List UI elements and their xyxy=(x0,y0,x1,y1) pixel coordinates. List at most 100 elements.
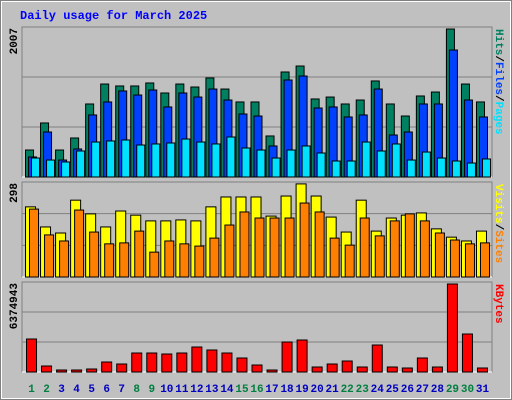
bar xyxy=(191,346,203,373)
bar xyxy=(194,245,205,278)
bar xyxy=(269,217,280,278)
bar xyxy=(406,159,416,178)
panel xyxy=(21,281,493,373)
legend-entry: Visits xyxy=(492,184,504,224)
x-tick-label: 14 xyxy=(220,384,234,396)
bar xyxy=(56,369,68,373)
bar xyxy=(449,239,460,278)
bar xyxy=(466,162,476,178)
bar xyxy=(106,140,116,178)
bar xyxy=(361,141,371,178)
x-tick-label: 5 xyxy=(88,384,95,396)
x-tick-label: 19 xyxy=(295,384,308,396)
bar xyxy=(134,230,145,278)
x-tick-label: 22 xyxy=(341,384,354,396)
y-tick-label: 2007 xyxy=(9,28,21,54)
bar xyxy=(71,369,83,373)
bar xyxy=(346,160,356,178)
x-tick-label: 27 xyxy=(416,384,429,396)
x-tick-label: 9 xyxy=(148,384,155,396)
bar xyxy=(41,365,53,373)
bar xyxy=(221,352,233,373)
bar xyxy=(196,141,206,178)
legend-entry: Files xyxy=(492,62,504,95)
bar xyxy=(226,136,236,178)
bar xyxy=(301,145,311,178)
x-tick-label: 1 xyxy=(28,384,35,396)
bar xyxy=(401,367,413,373)
bar xyxy=(74,209,85,278)
bar xyxy=(341,360,353,373)
x-tick-label: 13 xyxy=(205,384,219,396)
bar xyxy=(446,283,458,373)
legend-separator: / xyxy=(492,95,504,102)
x-tick-label: 18 xyxy=(280,384,294,396)
bar xyxy=(116,363,128,373)
bar xyxy=(356,366,368,373)
bar xyxy=(251,364,263,373)
bar xyxy=(434,232,445,278)
bar xyxy=(46,159,56,178)
bar xyxy=(391,143,401,178)
x-tick-label: 4 xyxy=(73,384,80,396)
bar xyxy=(164,240,175,278)
bar xyxy=(89,231,100,278)
bar xyxy=(31,157,41,178)
bar xyxy=(239,211,250,278)
bar xyxy=(206,349,218,373)
bar xyxy=(119,242,130,278)
bar xyxy=(316,152,326,178)
bar xyxy=(131,352,143,373)
bar xyxy=(448,49,458,178)
bar xyxy=(421,151,431,178)
x-tick-label: 24 xyxy=(371,384,385,396)
legend-entry: KBytes xyxy=(492,284,504,324)
x-tick-label: 21 xyxy=(326,384,340,396)
bar xyxy=(299,202,310,278)
x-tick-label: 3 xyxy=(58,384,65,396)
bar xyxy=(161,353,173,373)
bar xyxy=(181,138,191,178)
legend-separator: / xyxy=(492,224,504,231)
bar xyxy=(136,144,146,178)
x-tick-label: 10 xyxy=(160,384,173,396)
legend: Visits/Sites xyxy=(492,184,504,263)
bar xyxy=(146,352,158,373)
bar xyxy=(431,366,443,373)
bar xyxy=(149,251,160,278)
x-tick-label: 6 xyxy=(103,384,110,396)
bar xyxy=(344,244,355,278)
x-tick-label: 8 xyxy=(133,384,140,396)
bar xyxy=(331,160,341,178)
bar xyxy=(236,357,248,373)
bar xyxy=(29,208,40,278)
bar xyxy=(26,338,38,373)
bar xyxy=(241,147,251,178)
bar xyxy=(436,157,446,178)
bar xyxy=(86,368,98,373)
x-tick-label: 29 xyxy=(446,384,459,396)
bar xyxy=(479,242,490,278)
x-tick-label: 17 xyxy=(265,384,278,396)
bar xyxy=(284,217,295,278)
x-tick-label: 2 xyxy=(43,384,50,396)
legend-entry: Hits xyxy=(492,29,504,55)
bar xyxy=(101,361,113,373)
bar xyxy=(481,158,491,178)
bar xyxy=(44,234,55,278)
x-tick-label: 25 xyxy=(386,384,400,396)
bar xyxy=(326,363,338,373)
bar xyxy=(224,224,235,278)
x-tick-label: 12 xyxy=(190,384,203,396)
x-tick-label: 28 xyxy=(431,384,445,396)
x-tick-label: 15 xyxy=(235,384,249,396)
bar xyxy=(271,157,281,178)
x-tick-label: 23 xyxy=(356,384,370,396)
bar xyxy=(266,369,278,373)
legend: Hits/Files/Pages xyxy=(492,29,504,135)
bar xyxy=(121,139,131,178)
legend-entry: Sites xyxy=(492,230,504,263)
bar xyxy=(314,211,325,278)
bar xyxy=(104,243,115,278)
